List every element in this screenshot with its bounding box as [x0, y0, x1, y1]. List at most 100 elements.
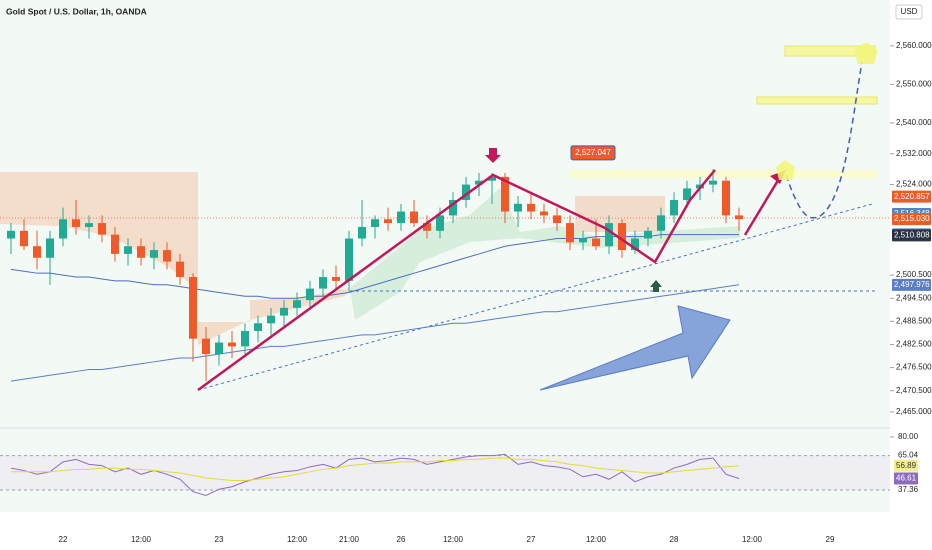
- candle-body: [7, 230, 15, 239]
- y-tick-label: 2,550.000: [896, 79, 932, 88]
- candle-body: [709, 180, 717, 185]
- candle-body: [137, 246, 145, 258]
- x-tick-label: 12:00: [287, 535, 308, 544]
- down-arrow: [485, 148, 501, 163]
- candle-body: [46, 238, 54, 258]
- candle-body: [241, 330, 249, 347]
- marker: [854, 42, 878, 64]
- projection-arrow: [743, 176, 782, 236]
- time-axis-bg: [0, 512, 932, 550]
- candle-body: [98, 223, 106, 235]
- envelope-area: [575, 196, 665, 232]
- rsi-tick-label: 65.04: [898, 451, 919, 460]
- chart-title: Gold Spot / U.S. Dollar, 1h, OANDA: [6, 6, 147, 16]
- candle-body: [33, 246, 41, 258]
- target-zone: [756, 96, 878, 105]
- y-tick-label: 2,532.000: [896, 149, 932, 158]
- candle-body: [202, 338, 210, 355]
- candle-body: [475, 180, 483, 185]
- candle-body: [228, 342, 236, 347]
- price-tag-label: 2,497.976: [894, 280, 930, 289]
- candle-body: [72, 219, 80, 227]
- y-tick-label: 2,482.500: [896, 340, 932, 349]
- candle-body: [306, 288, 314, 301]
- candle-body: [59, 219, 67, 239]
- candle-body: [358, 226, 366, 239]
- candle-body: [124, 246, 132, 254]
- projection-path: [785, 61, 863, 219]
- rsi-tag: [894, 459, 918, 472]
- x-tick-label: 12:00: [443, 535, 464, 544]
- rsi-tick-label: 80.00: [898, 432, 919, 441]
- candle-body: [514, 203, 522, 212]
- candle-body: [722, 180, 730, 216]
- candle-body: [501, 176, 509, 212]
- price-tag-label: 2,510.808: [894, 231, 930, 240]
- candle-body: [345, 238, 353, 281]
- x-tick-label: 21:00: [339, 535, 360, 544]
- candle-body: [631, 238, 639, 251]
- rsi-line: [11, 457, 740, 482]
- cloud-area: [350, 188, 740, 320]
- candle-body: [670, 199, 678, 216]
- candle-body: [332, 277, 340, 281]
- price-tag: [892, 229, 931, 242]
- candle-body: [163, 250, 171, 262]
- candle-body: [462, 184, 470, 200]
- callout-label: 2,527.047: [575, 148, 611, 157]
- candle-body: [540, 211, 548, 216]
- rsi-tag-label: 56.89: [896, 461, 917, 470]
- y-tick-label: 2,488.500: [896, 316, 932, 325]
- candle-body: [176, 261, 184, 278]
- up-arrow: [650, 280, 662, 292]
- candle-body: [410, 211, 418, 224]
- candle-body: [436, 215, 444, 231]
- candle-body: [254, 323, 262, 331]
- price-tag: [892, 213, 931, 226]
- series-layer: [7, 169, 743, 382]
- candle-body: [553, 215, 561, 224]
- y-tick-label: 2,500.500: [896, 270, 932, 279]
- price-tag-label: 2,515.030: [894, 214, 930, 223]
- y-tick-label: 2,524.000: [896, 180, 932, 189]
- x-tick-label: 12:00: [742, 535, 763, 544]
- x-tick-label: 12:00: [131, 535, 152, 544]
- candle-body: [735, 215, 743, 220]
- y-tick-label: 2,465.000: [896, 407, 932, 416]
- currency-label[interactable]: USD: [901, 7, 918, 16]
- rsi-tag: [894, 472, 918, 485]
- trend-line: [197, 203, 873, 391]
- candle-body: [111, 234, 119, 254]
- candle-body: [449, 199, 457, 216]
- rsi-tag-label: 46.61: [896, 474, 917, 483]
- x-tick-label: 22: [59, 535, 68, 544]
- candle-body: [657, 215, 665, 231]
- candle-body: [85, 223, 93, 227]
- candle-body: [566, 223, 574, 243]
- rsi-line: [10, 453, 740, 496]
- y-tick-label: 2,470.500: [896, 386, 932, 395]
- candle-body: [397, 211, 405, 224]
- y-tick-label: 2,560.000: [896, 41, 932, 50]
- candle-body: [371, 219, 379, 227]
- price-tag: [892, 278, 931, 291]
- candle-body: [384, 219, 392, 224]
- candle-body: [579, 238, 587, 243]
- candle-body: [293, 300, 301, 308]
- x-tick-label: 29: [826, 535, 835, 544]
- candle-body: [215, 342, 223, 355]
- candle-body: [267, 315, 275, 324]
- currency-button[interactable]: [895, 4, 923, 20]
- candle-body: [20, 230, 28, 247]
- candle-body: [644, 230, 652, 239]
- price-tag: [892, 190, 931, 203]
- moving-average: [10, 284, 740, 382]
- x-tick-label: 23: [215, 535, 224, 544]
- x-tick-label: 28: [670, 535, 679, 544]
- big-arrow: [539, 305, 731, 391]
- candle-body: [527, 203, 535, 212]
- callout-box: [570, 145, 616, 161]
- resistance-zone: [570, 170, 877, 178]
